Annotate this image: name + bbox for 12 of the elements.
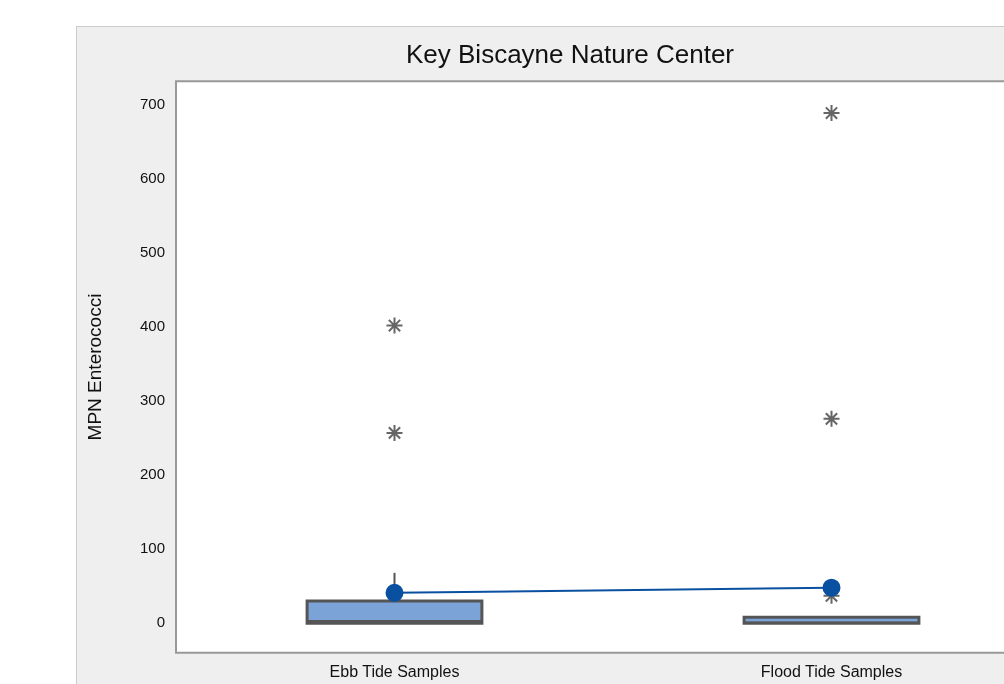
y-tick-label: 100: [139, 539, 165, 557]
y-tick-label: 0: [156, 613, 165, 631]
y-tick-label: 300: [139, 391, 165, 409]
chart-title: Key Biscayne Nature Center: [405, 38, 735, 69]
y-tick-label: 200: [139, 465, 165, 483]
x-tick-label: Flood Tide Samples: [760, 662, 903, 680]
y-tick-label: 700: [139, 95, 165, 113]
y-tick-label: 500: [139, 243, 165, 261]
y-tick-label: 400: [139, 317, 165, 335]
x-tick-label: Ebb Tide Samples: [329, 662, 460, 680]
y-tick-label: 600: [139, 169, 165, 187]
y-axis-title: MPN Enterococci: [83, 293, 105, 441]
